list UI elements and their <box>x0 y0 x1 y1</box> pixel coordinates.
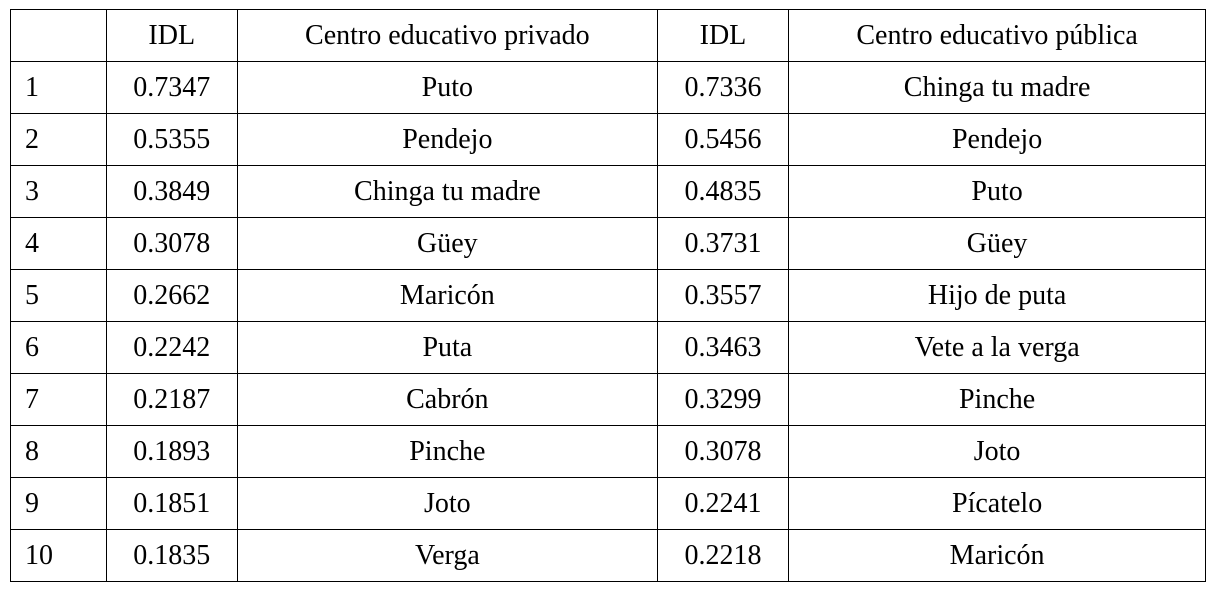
cell-idl-private: 0.3078 <box>105 217 238 270</box>
cell-word-public: Pícatelo <box>788 477 1206 530</box>
cell-word-public: Güey <box>788 217 1206 270</box>
cell-word-private: Puto <box>236 61 658 114</box>
cell-idl-public: 0.2218 <box>656 529 790 582</box>
cell-rank: 2 <box>10 113 107 166</box>
cell-word-public: Joto <box>788 425 1206 478</box>
header-idl-public: IDL <box>656 9 790 62</box>
table-row: 3 0.3849 Chinga tu madre 0.4835 Puto <box>10 165 1206 218</box>
cell-rank: 5 <box>10 269 107 322</box>
cell-idl-private: 0.1893 <box>105 425 238 478</box>
cell-idl-private: 0.2242 <box>105 321 238 374</box>
cell-idl-public: 0.4835 <box>656 165 790 218</box>
cell-word-public: Puto <box>788 165 1206 218</box>
cell-idl-public: 0.3557 <box>656 269 790 322</box>
cell-idl-public: 0.3078 <box>656 425 790 478</box>
cell-word-public: Maricón <box>788 529 1206 582</box>
table-row: 1 0.7347 Puto 0.7336 Chinga tu madre <box>10 61 1206 114</box>
cell-word-public: Pinche <box>788 373 1206 426</box>
cell-idl-public: 0.7336 <box>656 61 790 114</box>
cell-word-private: Verga <box>236 529 658 582</box>
table-row: 10 0.1835 Verga 0.2218 Maricón <box>10 529 1206 582</box>
cell-idl-private: 0.3849 <box>105 165 238 218</box>
cell-idl-public: 0.2241 <box>656 477 790 530</box>
header-idl-private: IDL <box>105 9 238 62</box>
cell-word-private: Pendejo <box>236 113 658 166</box>
cell-idl-public: 0.5456 <box>656 113 790 166</box>
table-row: 4 0.3078 Güey 0.3731 Güey <box>10 217 1206 270</box>
cell-word-public: Hijo de puta <box>788 269 1206 322</box>
table-row: 6 0.2242 Puta 0.3463 Vete a la verga <box>10 321 1206 374</box>
header-word-public: Centro educativo pública <box>788 9 1206 62</box>
cell-word-private: Cabrón <box>236 373 658 426</box>
cell-idl-private: 0.1851 <box>105 477 238 530</box>
cell-idl-private: 0.1835 <box>105 529 238 582</box>
cell-word-public: Pendejo <box>788 113 1206 166</box>
cell-rank: 7 <box>10 373 107 426</box>
table-header: IDL Centro educativo privado IDL Centro … <box>10 9 1206 62</box>
cell-idl-private: 0.2662 <box>105 269 238 322</box>
cell-rank: 8 <box>10 425 107 478</box>
ranking-table: IDL Centro educativo privado IDL Centro … <box>10 9 1206 582</box>
cell-rank: 9 <box>10 477 107 530</box>
cell-rank: 6 <box>10 321 107 374</box>
header-word-private: Centro educativo privado <box>236 9 658 62</box>
cell-word-private: Chinga tu madre <box>236 165 658 218</box>
cell-idl-public: 0.3731 <box>656 217 790 270</box>
table-row: 9 0.1851 Joto 0.2241 Pícatelo <box>10 477 1206 530</box>
header-rank <box>10 9 107 62</box>
header-row: IDL Centro educativo privado IDL Centro … <box>10 9 1206 62</box>
cell-rank: 10 <box>10 529 107 582</box>
cell-rank: 1 <box>10 61 107 114</box>
table-body: 1 0.7347 Puto 0.7336 Chinga tu madre 2 0… <box>10 61 1206 582</box>
cell-word-private: Puta <box>236 321 658 374</box>
table-row: 2 0.5355 Pendejo 0.5456 Pendejo <box>10 113 1206 166</box>
cell-idl-public: 0.3299 <box>656 373 790 426</box>
cell-word-private: Maricón <box>236 269 658 322</box>
cell-idl-private: 0.5355 <box>105 113 238 166</box>
cell-word-public: Vete a la verga <box>788 321 1206 374</box>
table-row: 7 0.2187 Cabrón 0.3299 Pinche <box>10 373 1206 426</box>
cell-rank: 4 <box>10 217 107 270</box>
cell-rank: 3 <box>10 165 107 218</box>
cell-idl-private: 0.7347 <box>105 61 238 114</box>
cell-word-private: Pinche <box>236 425 658 478</box>
table-row: 5 0.2662 Maricón 0.3557 Hijo de puta <box>10 269 1206 322</box>
cell-word-private: Güey <box>236 217 658 270</box>
table-row: 8 0.1893 Pinche 0.3078 Joto <box>10 425 1206 478</box>
cell-word-private: Joto <box>236 477 658 530</box>
cell-word-public: Chinga tu madre <box>788 61 1206 114</box>
cell-idl-private: 0.2187 <box>105 373 238 426</box>
cell-idl-public: 0.3463 <box>656 321 790 374</box>
